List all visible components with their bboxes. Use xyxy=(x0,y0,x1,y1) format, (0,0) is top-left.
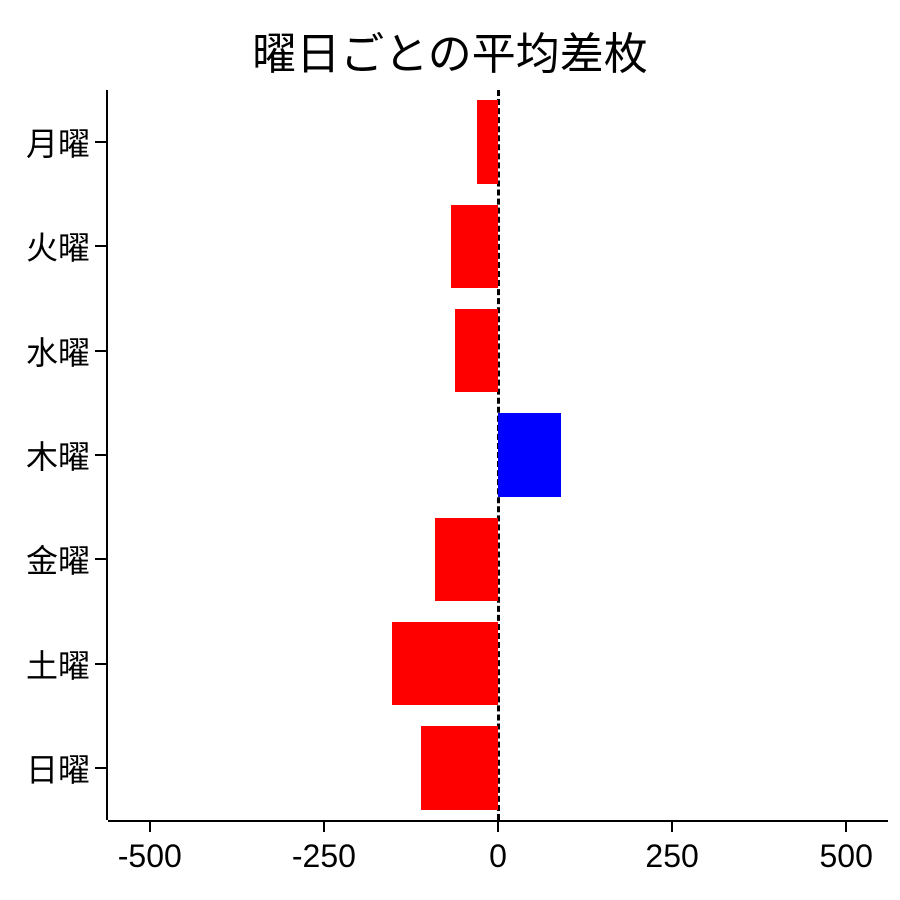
y-tick-3 xyxy=(95,454,107,456)
x-tick-4 xyxy=(845,820,847,832)
plot-area xyxy=(108,90,888,820)
y-label-2: 水曜 xyxy=(26,328,90,374)
bar-3 xyxy=(498,413,561,496)
y-tick-0 xyxy=(95,141,107,143)
bar-4 xyxy=(435,518,498,601)
y-label-0: 月曜 xyxy=(26,119,90,165)
chart-title: 曜日ごとの平均差枚 xyxy=(0,18,900,82)
y-tick-4 xyxy=(95,558,107,560)
x-tick-2 xyxy=(497,820,499,832)
x-label-1: -250 xyxy=(292,838,356,875)
y-tick-6 xyxy=(95,767,107,769)
x-label-4: 500 xyxy=(820,838,873,875)
bar-5 xyxy=(392,622,498,705)
bar-6 xyxy=(421,726,498,809)
x-tick-0 xyxy=(149,820,151,832)
x-tick-3 xyxy=(671,820,673,832)
bar-1 xyxy=(451,205,498,288)
chart-container: 曜日ごとの平均差枚 月曜火曜水曜木曜金曜土曜日曜 -500 -250 0 250 500 xyxy=(0,0,900,900)
x-tick-1 xyxy=(323,820,325,832)
y-label-1: 火曜 xyxy=(26,223,90,269)
y-tick-5 xyxy=(95,663,107,665)
y-tick-2 xyxy=(95,350,107,352)
x-label-0: -500 xyxy=(118,838,182,875)
y-label-4: 金曜 xyxy=(26,536,90,582)
y-tick-1 xyxy=(95,245,107,247)
y-label-6: 日曜 xyxy=(26,745,90,791)
x-label-3: 250 xyxy=(645,838,698,875)
bar-0 xyxy=(477,100,498,183)
y-label-5: 土曜 xyxy=(26,641,90,687)
x-label-2: 0 xyxy=(489,838,507,875)
y-label-3: 木曜 xyxy=(26,432,90,478)
bar-2 xyxy=(455,309,498,392)
